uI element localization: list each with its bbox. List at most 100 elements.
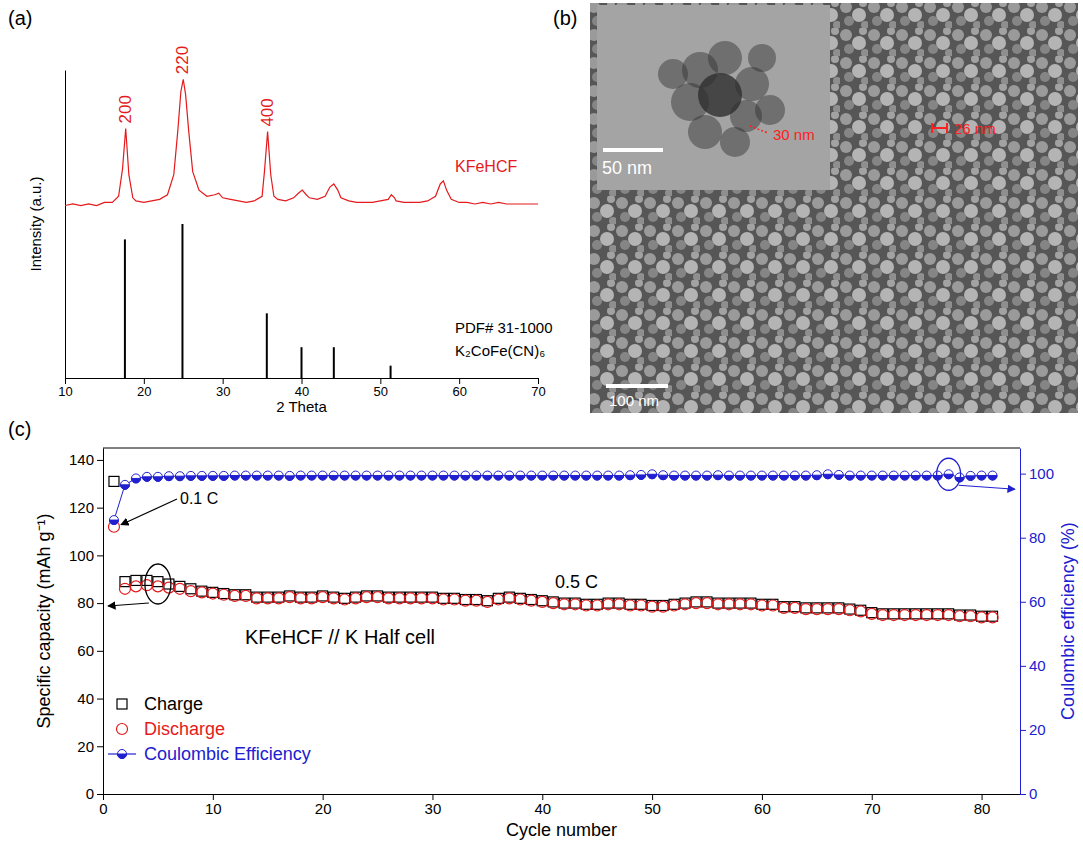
marker — [943, 610, 954, 621]
legend-label: Charge — [144, 694, 203, 714]
marker — [251, 593, 262, 604]
marker — [900, 471, 909, 480]
tick: 50 — [374, 378, 388, 399]
marker — [703, 471, 712, 480]
marker — [768, 476, 777, 481]
marker — [944, 470, 953, 479]
tick: 30 — [216, 378, 230, 399]
tick: 60 — [452, 378, 466, 399]
marker — [922, 471, 931, 480]
x-axis-title: 2 Theta — [276, 398, 327, 415]
marker — [692, 471, 701, 480]
marker — [164, 476, 173, 481]
tick: 100 — [1020, 465, 1054, 482]
tick-mark — [97, 555, 103, 556]
marker — [571, 471, 580, 480]
sem-image — [590, 3, 1078, 413]
marker — [131, 474, 140, 483]
marker — [593, 476, 602, 481]
figure: 10203040506070(a)2 ThetaIntensity (a.u.)… — [0, 0, 1083, 847]
annotation-shapes — [108, 458, 1015, 606]
marker — [800, 604, 811, 615]
marker — [801, 476, 810, 481]
marker — [351, 476, 360, 481]
marker — [482, 596, 493, 607]
marker — [406, 476, 415, 481]
marker — [405, 593, 416, 604]
panel-letter: (a) — [8, 7, 32, 29]
marker — [845, 471, 854, 480]
marker — [263, 471, 272, 480]
stick — [301, 347, 303, 378]
marker — [593, 471, 602, 480]
marker — [889, 471, 898, 480]
tick-mark — [1020, 730, 1026, 731]
texts: (a)2 ThetaIntensity (a.u.)KFeHCFK₂CoFe(C… — [8, 7, 553, 415]
tick-mark — [380, 378, 381, 384]
tem-particle — [688, 115, 722, 149]
marker — [878, 471, 887, 480]
marker — [395, 471, 404, 480]
marker — [878, 476, 887, 481]
highlight-ellipse — [145, 564, 171, 604]
stick — [124, 239, 126, 378]
marker — [461, 471, 470, 480]
tick-label: 20 — [137, 384, 151, 399]
tick-label: 10 — [58, 384, 72, 399]
tick-label: 60 — [452, 384, 466, 399]
tick: 0 — [99, 794, 107, 817]
marker — [439, 471, 448, 480]
tick-mark — [1020, 474, 1026, 475]
marker — [713, 475, 722, 480]
marker — [427, 593, 438, 604]
axis-arrow — [959, 485, 1015, 489]
axis-line — [1020, 449, 1021, 795]
marker — [131, 478, 140, 483]
marker — [372, 592, 383, 603]
x-axis-title: Cycle number — [506, 820, 617, 840]
marker — [548, 598, 559, 609]
annotation: 220 — [173, 46, 192, 74]
marker — [164, 472, 173, 481]
tick: 80 — [77, 594, 103, 611]
marker — [734, 599, 745, 610]
tick-label: 50 — [644, 800, 661, 817]
marker — [296, 471, 305, 480]
tick-label: 100 — [69, 547, 94, 564]
marker — [117, 724, 128, 735]
marker — [483, 476, 492, 481]
marker — [450, 476, 459, 481]
marker — [219, 471, 228, 480]
marker — [966, 476, 975, 481]
marker — [823, 470, 832, 479]
tick-mark — [97, 794, 103, 795]
marker — [505, 471, 514, 480]
marker — [965, 611, 976, 622]
marker — [867, 476, 876, 481]
marker — [317, 592, 328, 603]
marker — [263, 476, 272, 481]
tick: 40 — [295, 378, 309, 399]
tick-mark — [97, 699, 103, 700]
marker — [669, 600, 680, 611]
marker — [670, 471, 679, 480]
marker — [811, 604, 822, 615]
marker — [460, 595, 471, 606]
marker — [329, 471, 338, 480]
stick — [390, 366, 392, 378]
tick: 40 — [1020, 657, 1046, 674]
marker — [516, 476, 525, 481]
panel-letter: (b) — [553, 7, 577, 29]
tick-label: 40 — [1029, 657, 1046, 674]
marker — [746, 471, 755, 480]
marker — [845, 476, 854, 481]
tick: 60 — [77, 642, 103, 659]
tick-label: 40 — [295, 384, 309, 399]
tick: 50 — [644, 794, 661, 817]
marker — [186, 471, 195, 480]
marker — [351, 471, 360, 480]
marker — [582, 476, 591, 481]
marker — [735, 471, 744, 480]
series-line — [114, 474, 993, 520]
frame-line — [103, 448, 1020, 449]
